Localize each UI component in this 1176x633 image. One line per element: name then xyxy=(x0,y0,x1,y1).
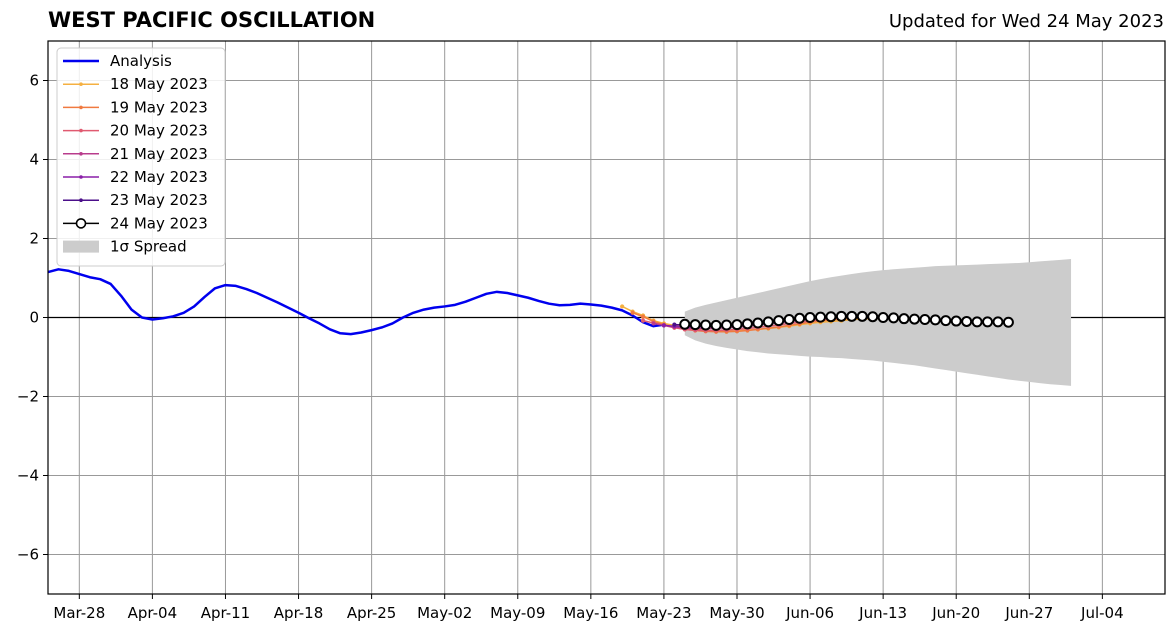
x-tick-label: Jul-04 xyxy=(1080,604,1124,622)
y-tick-label: 6 xyxy=(29,72,39,90)
x-tick-label: May-23 xyxy=(636,604,691,622)
plot-frame xyxy=(47,40,1166,595)
forecast-point xyxy=(815,311,827,323)
forecast-point xyxy=(651,321,656,326)
legend-swatch xyxy=(63,240,99,253)
forecast-point xyxy=(908,313,920,325)
forecast-point xyxy=(672,322,677,327)
legend-label: 23 May 2023 xyxy=(110,191,208,209)
legend-label: 20 May 2023 xyxy=(110,122,208,140)
forecast-point xyxy=(867,311,879,323)
forecast-point xyxy=(919,313,931,325)
x-tick-label: May-09 xyxy=(490,604,545,622)
forecast-point xyxy=(950,315,962,327)
chart-title: WEST PACIFIC OSCILLATION xyxy=(48,8,376,32)
x-tick-label: Apr-25 xyxy=(347,604,397,622)
forecast-point xyxy=(856,310,868,322)
x-tick-label: May-30 xyxy=(709,604,764,622)
legend-marker xyxy=(79,152,83,156)
forecast-point xyxy=(825,311,837,323)
legend-marker xyxy=(79,175,83,179)
x-tick-label: Jun-20 xyxy=(931,604,980,622)
y-tick-label: 2 xyxy=(29,230,39,248)
forecast-point xyxy=(741,318,753,330)
x-tick-label: Mar-28 xyxy=(53,604,105,622)
legend-label: 18 May 2023 xyxy=(110,75,208,93)
forecast-point xyxy=(940,315,952,327)
x-tick-label: Jun-13 xyxy=(858,604,907,622)
x-tick-label: May-16 xyxy=(563,604,618,622)
legend-label: 22 May 2023 xyxy=(110,168,208,186)
x-tick-label: May-02 xyxy=(417,604,472,622)
x-tick-label: Apr-11 xyxy=(201,604,251,622)
forecast-point xyxy=(982,316,994,328)
x-tick-label: Apr-04 xyxy=(128,604,178,622)
forecast-point xyxy=(783,313,795,325)
chart-subtitle: Updated for Wed 24 May 2023 xyxy=(888,11,1164,32)
forecast-point xyxy=(640,318,646,323)
x-tick-label: Apr-18 xyxy=(274,604,324,622)
forecast-point xyxy=(630,310,635,315)
legend-label: 19 May 2023 xyxy=(110,98,208,116)
legend-marker xyxy=(75,218,87,229)
y-tick-label: −4 xyxy=(17,467,39,485)
forecast-point xyxy=(679,318,691,330)
forecast-point xyxy=(689,319,701,331)
forecast-point xyxy=(620,304,625,309)
forecast-point xyxy=(992,316,1004,328)
legend-marker xyxy=(79,105,83,110)
y-tick-label: −6 xyxy=(17,546,39,564)
x-tick-label: Jun-27 xyxy=(1004,604,1053,622)
forecast-point xyxy=(1002,316,1014,328)
legend-marker xyxy=(79,198,83,202)
forecast-point xyxy=(804,312,816,323)
forecast-point xyxy=(794,312,806,324)
y-tick-label: 4 xyxy=(29,151,39,169)
legend-label: 1σ Spread xyxy=(110,238,187,256)
forecast-point xyxy=(700,319,712,331)
legend-label: 24 May 2023 xyxy=(110,214,208,232)
forecast-point xyxy=(731,319,743,331)
spread-band xyxy=(684,259,1072,386)
forecast-point xyxy=(929,314,941,326)
forecast-point xyxy=(971,316,983,328)
y-tick-label: −2 xyxy=(17,388,39,406)
forecast-point xyxy=(752,317,764,329)
forecast-point xyxy=(773,315,785,327)
x-tick-label: Jun-06 xyxy=(785,604,834,622)
forecast-point xyxy=(877,312,889,323)
forecast-point xyxy=(961,315,973,327)
legend-label: 21 May 2023 xyxy=(110,145,208,163)
forecast-point xyxy=(835,310,847,322)
forecast-point xyxy=(888,312,900,324)
forecast-point xyxy=(640,314,646,319)
forecast-point xyxy=(762,316,774,328)
y-tick-label: 0 xyxy=(29,309,39,327)
forecast-point xyxy=(898,313,910,325)
legend-box xyxy=(56,47,226,267)
analysis-line xyxy=(47,268,665,336)
legend-marker xyxy=(79,82,83,86)
legend-marker xyxy=(79,128,83,133)
forecast-point xyxy=(661,323,667,328)
forecast-point xyxy=(846,310,858,322)
forecast-point xyxy=(710,319,722,331)
legend-label: Analysis xyxy=(110,52,172,70)
forecast-point xyxy=(721,319,733,331)
